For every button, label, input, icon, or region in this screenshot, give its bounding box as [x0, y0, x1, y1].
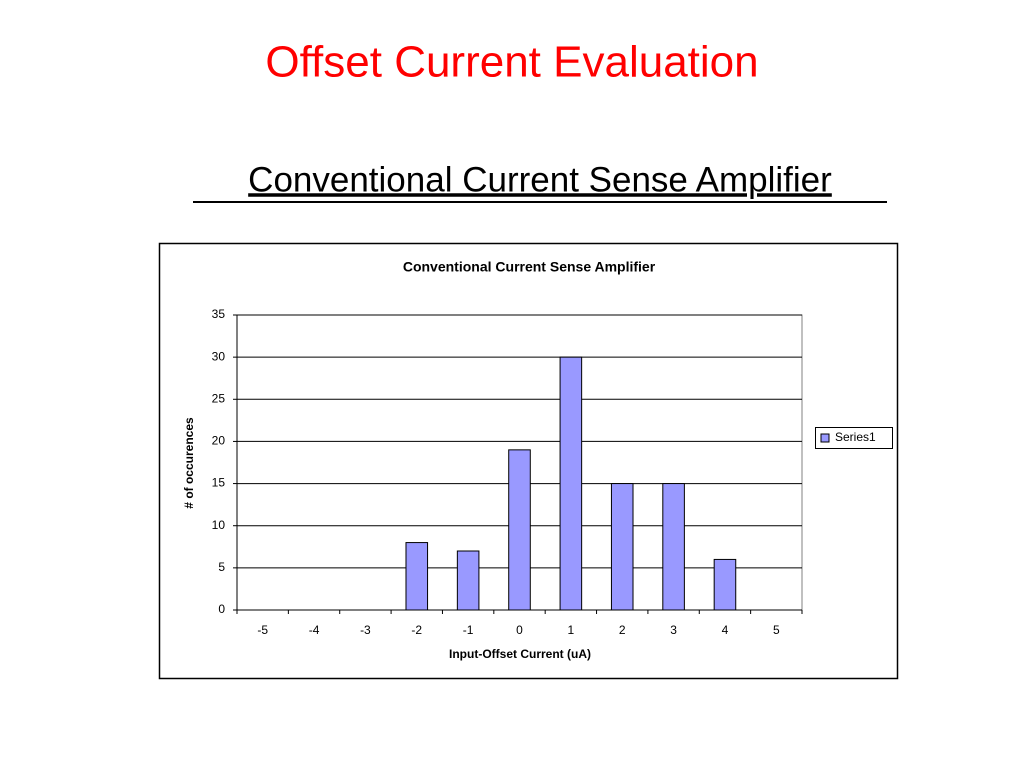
x-tick-label: -5	[257, 623, 268, 637]
bar	[713, 558, 737, 611]
y-tick-label: 30	[212, 349, 226, 363]
legend-box	[815, 427, 893, 449]
x-tick-label: 4	[722, 623, 729, 637]
x-tick-label: -4	[309, 623, 320, 637]
y-tick-label: 25	[212, 391, 226, 405]
x-tick-label: 5	[773, 623, 780, 637]
bar	[405, 542, 429, 611]
chart-title: Conventional Current Sense Amplifier	[403, 259, 656, 275]
x-tick-label: 2	[619, 623, 626, 637]
y-axis-title: # of occurences	[182, 417, 196, 509]
bar	[559, 356, 583, 611]
y-tick-label: 15	[212, 476, 226, 490]
x-tick-label: -1	[463, 623, 474, 637]
slide-title: Offset Current Evaluation	[265, 38, 758, 87]
x-axis-title: Input-Offset Current (uA)	[449, 647, 591, 661]
bar	[456, 550, 480, 611]
x-tick-label: -3	[360, 623, 371, 637]
y-tick-label: 35	[212, 307, 226, 321]
legend-swatch	[820, 433, 830, 443]
y-tick-label: 10	[212, 518, 226, 532]
x-tick-label: 1	[568, 623, 575, 637]
x-tick-label: 3	[670, 623, 677, 637]
y-tick-label: 5	[218, 560, 225, 574]
bar	[662, 483, 685, 611]
y-tick-label: 0	[218, 602, 225, 616]
x-tick-label: -2	[411, 623, 422, 637]
x-tick-label: 0	[516, 623, 523, 637]
slide-subtitle: Conventional Current Sense Amplifier	[248, 160, 832, 199]
y-tick-label: 20	[212, 434, 226, 448]
bar	[508, 449, 531, 611]
legend-label: Series1	[835, 430, 876, 444]
bar	[610, 483, 634, 611]
